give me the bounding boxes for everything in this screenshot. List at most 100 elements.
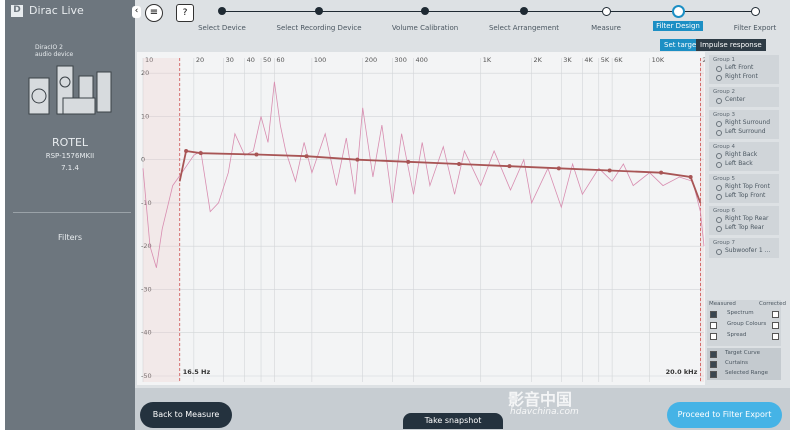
step[interactable]: Select Arrangement [488, 24, 560, 32]
x-tick-label: 30 [226, 56, 234, 64]
checkbox[interactable] [772, 322, 779, 329]
step[interactable]: Measure [591, 24, 621, 32]
channel[interactable]: Right Surround [709, 118, 779, 127]
checkbox[interactable] [710, 322, 717, 329]
collapse[interactable]: ‹ [132, 6, 141, 18]
step-current[interactable]: Filter Design [623, 21, 733, 31]
channel[interactable]: Right Top Front [709, 182, 779, 191]
divider [13, 212, 131, 213]
tab[interactable]: Set target [660, 39, 704, 51]
curtain [700, 58, 704, 382]
x-tick-label: 40 [247, 56, 255, 64]
step-current-label[interactable]: Filter Design [653, 21, 703, 31]
filters-section[interactable]: Filters [58, 233, 82, 242]
group: Group 3 Right Surround Left Surround [709, 110, 779, 139]
option-label: Group Colours [727, 321, 767, 327]
toggle-label: Selected Range [725, 370, 769, 376]
group-name: Group 5 [713, 176, 735, 182]
brand: ROTEL [51, 136, 89, 149]
checkbox[interactable] [772, 333, 779, 340]
response-line [178, 149, 702, 204]
target-point [406, 159, 411, 164]
group-name: Group 3 [713, 112, 735, 118]
step[interactable]: Select Device [198, 24, 246, 32]
step-line [222, 11, 755, 12]
y-tick-label: -30 [141, 285, 152, 293]
channel[interactable]: Subwoofer 1 ... [709, 246, 779, 255]
checkbox[interactable] [710, 333, 717, 340]
group-name: Group 7 [713, 240, 735, 246]
device-sub: audio device [35, 51, 74, 58]
checkbox[interactable] [710, 361, 717, 368]
checkbox[interactable] [772, 311, 779, 318]
menu[interactable]: ≡ [145, 4, 163, 22]
range-label: 16.5 Hz [183, 368, 211, 376]
view-options: Measured Corrected Spectrum Group Colours Sp… [707, 300, 786, 346]
snapshot-button[interactable]: Take snapshot [403, 413, 503, 429]
watermark: 影音中国 [508, 390, 573, 409]
tab[interactable]: Impulse response [696, 39, 766, 51]
channel[interactable]: Right Front [709, 72, 779, 81]
curtain [143, 58, 180, 382]
y-tick-label: 20 [141, 69, 149, 77]
model: RSP-1576MKII [45, 152, 95, 160]
channel[interactable]: Left Top Front [709, 191, 779, 200]
toggle-label: Target Curve [725, 350, 760, 356]
back-button[interactable]: Back to Measure [140, 402, 232, 428]
x-tick-label: 2K [534, 56, 543, 64]
option-label: Spectrum [727, 310, 754, 316]
target-point [304, 154, 309, 159]
y-tick-label: -20 [141, 242, 152, 250]
x-tick-label: 300 [394, 56, 406, 64]
step-dot [602, 7, 611, 16]
channel[interactable]: Left Front [709, 63, 779, 72]
step-dot [520, 7, 528, 15]
logo: D [11, 5, 23, 17]
x-tick-label: 60 [276, 56, 284, 64]
group: Group 5 Right Top Front Left Top Front [709, 174, 779, 203]
step[interactable]: Volume Calibration [391, 24, 459, 32]
target-point [355, 157, 360, 162]
group-name: Group 6 [713, 208, 735, 214]
target-point [688, 174, 693, 179]
channel[interactable]: Left Back [709, 159, 779, 168]
target-point [457, 162, 462, 166]
target-point [198, 151, 203, 156]
checkbox[interactable] [710, 371, 717, 378]
x-tick-label: 400 [416, 56, 428, 64]
y-tick-label: -40 [141, 329, 152, 337]
x-tick-label: 4K [584, 56, 593, 64]
group: Group 7 Subwoofer 1 ... [709, 238, 779, 258]
proceed-button[interactable]: Proceed to Filter Export [667, 402, 782, 428]
step-dot [751, 7, 760, 16]
frequency-plot: 1020304050601002003004001K2K3K4K5K6K10K2… [137, 52, 705, 385]
checkbox[interactable] [710, 351, 717, 358]
column-label: Corrected [759, 301, 786, 307]
channel[interactable]: Right Back [709, 150, 779, 159]
channel[interactable]: Right Top Rear [709, 214, 779, 223]
x-tick-label: 200 [365, 56, 377, 64]
step-dot [315, 7, 323, 15]
channel[interactable]: Left Top Rear [709, 223, 779, 232]
help[interactable]: ? [176, 4, 194, 22]
device: DiracIO 2 [35, 44, 63, 51]
step[interactable]: Filter Export [733, 24, 777, 32]
target-point [184, 149, 189, 154]
toggle-label: Curtains [725, 360, 748, 366]
channel[interactable]: Left Surround [709, 127, 779, 136]
y-tick-label: 0 [141, 156, 145, 164]
x-tick-label: 3K [563, 56, 572, 64]
target-point [254, 152, 259, 157]
group-name: Group 4 [713, 144, 735, 150]
group-list: Group 1 Left Front Right Front Group 2 Cente… [709, 55, 779, 261]
group-name: Group 2 [713, 89, 735, 95]
target-point [659, 170, 664, 175]
group: Group 1 Left Front Right Front [709, 55, 779, 84]
step-dot-current [672, 5, 685, 18]
channel[interactable]: Center [709, 95, 779, 104]
checkbox[interactable] [710, 311, 717, 318]
x-tick-label: 5K [601, 56, 610, 64]
step[interactable]: Select Recording Device [276, 24, 362, 32]
group: Group 2 Center [709, 87, 779, 107]
